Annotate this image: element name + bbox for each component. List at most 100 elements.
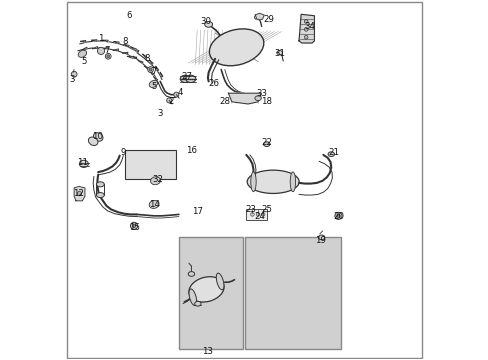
Circle shape bbox=[261, 213, 264, 216]
Polygon shape bbox=[160, 72, 163, 77]
Polygon shape bbox=[130, 47, 136, 51]
Circle shape bbox=[336, 214, 340, 218]
Ellipse shape bbox=[88, 137, 98, 145]
Polygon shape bbox=[131, 57, 137, 59]
Text: 24: 24 bbox=[254, 212, 264, 221]
Polygon shape bbox=[228, 93, 260, 104]
Ellipse shape bbox=[254, 96, 261, 100]
Text: 9: 9 bbox=[121, 148, 126, 157]
Ellipse shape bbox=[327, 152, 334, 157]
Text: 2: 2 bbox=[168, 96, 173, 105]
Text: 33: 33 bbox=[256, 89, 266, 98]
Text: 29: 29 bbox=[263, 15, 274, 24]
Text: 6: 6 bbox=[126, 11, 131, 20]
Ellipse shape bbox=[216, 273, 224, 290]
Ellipse shape bbox=[149, 80, 157, 87]
Ellipse shape bbox=[263, 142, 269, 147]
Text: 26: 26 bbox=[208, 80, 219, 89]
Ellipse shape bbox=[96, 193, 104, 198]
Text: 14: 14 bbox=[148, 200, 159, 209]
Circle shape bbox=[106, 55, 109, 58]
Polygon shape bbox=[153, 77, 158, 81]
Ellipse shape bbox=[188, 277, 224, 302]
Polygon shape bbox=[155, 66, 159, 71]
Text: 22: 22 bbox=[261, 138, 272, 147]
Bar bbox=[244, 237, 341, 348]
Circle shape bbox=[304, 28, 307, 31]
Text: 25: 25 bbox=[261, 205, 272, 214]
Polygon shape bbox=[142, 54, 146, 58]
Ellipse shape bbox=[93, 133, 103, 141]
Ellipse shape bbox=[149, 201, 159, 208]
Text: 27: 27 bbox=[181, 72, 192, 81]
Ellipse shape bbox=[150, 177, 160, 185]
Ellipse shape bbox=[318, 235, 324, 240]
Text: 11: 11 bbox=[77, 158, 88, 167]
Text: 34: 34 bbox=[304, 22, 315, 31]
Circle shape bbox=[149, 68, 152, 71]
Circle shape bbox=[105, 53, 111, 59]
Polygon shape bbox=[92, 40, 97, 41]
Text: 20: 20 bbox=[332, 212, 343, 221]
Ellipse shape bbox=[78, 50, 86, 57]
Circle shape bbox=[97, 47, 104, 54]
Polygon shape bbox=[114, 42, 119, 44]
Ellipse shape bbox=[185, 75, 195, 82]
Polygon shape bbox=[298, 14, 314, 43]
Text: 3: 3 bbox=[157, 109, 163, 118]
Ellipse shape bbox=[254, 15, 261, 20]
Text: 8: 8 bbox=[144, 54, 149, 63]
Text: 16: 16 bbox=[185, 146, 197, 155]
Ellipse shape bbox=[189, 289, 196, 306]
Text: 15: 15 bbox=[128, 223, 139, 232]
Polygon shape bbox=[102, 47, 108, 49]
Circle shape bbox=[304, 36, 307, 39]
Circle shape bbox=[71, 71, 77, 77]
Polygon shape bbox=[81, 40, 86, 42]
Text: 1: 1 bbox=[98, 34, 103, 43]
Ellipse shape bbox=[79, 160, 88, 167]
Text: 19: 19 bbox=[314, 236, 325, 245]
Polygon shape bbox=[149, 60, 153, 64]
Polygon shape bbox=[92, 46, 98, 49]
Bar bbox=[179, 237, 242, 348]
Circle shape bbox=[174, 92, 179, 97]
Circle shape bbox=[166, 98, 171, 103]
Text: 4: 4 bbox=[177, 87, 183, 96]
Text: 10: 10 bbox=[92, 132, 103, 141]
Text: 5: 5 bbox=[81, 57, 86, 66]
Text: 7: 7 bbox=[104, 46, 110, 55]
Ellipse shape bbox=[96, 182, 104, 187]
Polygon shape bbox=[124, 45, 129, 47]
Text: 5: 5 bbox=[151, 82, 157, 91]
Text: 12: 12 bbox=[73, 189, 84, 198]
Circle shape bbox=[130, 222, 137, 229]
Polygon shape bbox=[134, 49, 139, 52]
Ellipse shape bbox=[276, 50, 282, 55]
Polygon shape bbox=[102, 40, 108, 42]
Bar bbox=[125, 150, 175, 179]
Text: 3: 3 bbox=[69, 75, 75, 84]
Circle shape bbox=[256, 213, 260, 216]
Circle shape bbox=[250, 213, 254, 216]
Polygon shape bbox=[144, 66, 148, 69]
Ellipse shape bbox=[204, 22, 212, 27]
Bar bbox=[246, 209, 266, 220]
Ellipse shape bbox=[250, 172, 256, 192]
Ellipse shape bbox=[247, 170, 299, 193]
Text: 28: 28 bbox=[219, 96, 230, 105]
Text: 21: 21 bbox=[327, 148, 338, 157]
Polygon shape bbox=[82, 47, 87, 50]
Ellipse shape bbox=[194, 301, 201, 306]
Circle shape bbox=[77, 192, 81, 196]
Text: 32: 32 bbox=[152, 175, 163, 184]
Circle shape bbox=[334, 212, 341, 220]
Text: 18: 18 bbox=[261, 97, 272, 106]
Polygon shape bbox=[149, 71, 154, 75]
Text: 17: 17 bbox=[191, 207, 202, 216]
Polygon shape bbox=[138, 60, 142, 63]
Polygon shape bbox=[127, 56, 133, 58]
Text: 31: 31 bbox=[274, 49, 285, 58]
Text: 23: 23 bbox=[245, 205, 256, 214]
Polygon shape bbox=[122, 52, 128, 54]
